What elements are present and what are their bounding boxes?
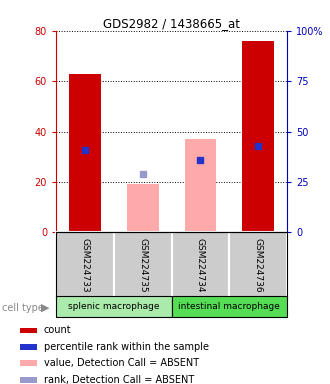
- Bar: [19, 328, 37, 333]
- Bar: [56, 232, 114, 298]
- Bar: [172, 296, 287, 317]
- Text: GSM224734: GSM224734: [196, 238, 205, 292]
- Title: GDS2982 / 1438665_at: GDS2982 / 1438665_at: [103, 17, 240, 30]
- Text: GSM224736: GSM224736: [254, 238, 263, 292]
- Bar: [242, 41, 274, 232]
- Bar: [172, 232, 229, 298]
- Bar: [184, 139, 216, 232]
- Text: splenic macrophage: splenic macrophage: [68, 302, 160, 311]
- Text: GSM224735: GSM224735: [138, 238, 147, 292]
- Text: cell type: cell type: [2, 303, 44, 313]
- Text: count: count: [44, 326, 71, 336]
- Bar: [19, 360, 37, 366]
- Text: rank, Detection Call = ABSENT: rank, Detection Call = ABSENT: [44, 375, 194, 384]
- Bar: [127, 184, 159, 232]
- Bar: [229, 232, 287, 298]
- Bar: [114, 232, 172, 298]
- Bar: [19, 377, 37, 383]
- Bar: [56, 296, 172, 317]
- Bar: [19, 344, 37, 350]
- Text: ▶: ▶: [41, 303, 50, 313]
- Text: intestinal macrophage: intestinal macrophage: [179, 302, 280, 311]
- Text: value, Detection Call = ABSENT: value, Detection Call = ABSENT: [44, 358, 199, 368]
- Bar: [69, 74, 101, 232]
- Text: GSM224733: GSM224733: [81, 238, 89, 292]
- Text: percentile rank within the sample: percentile rank within the sample: [44, 342, 209, 352]
